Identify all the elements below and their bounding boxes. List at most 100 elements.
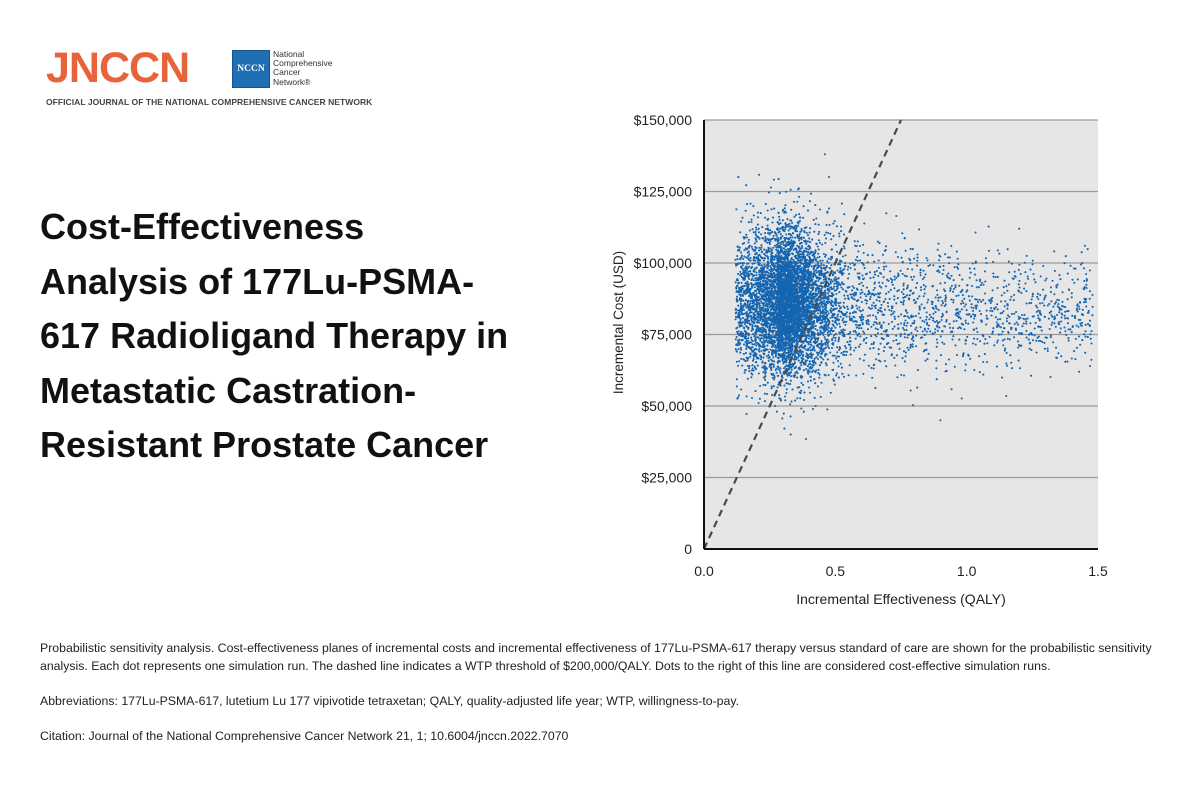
data-point: [1005, 351, 1008, 355]
data-point: [941, 272, 944, 275]
data-point: [956, 267, 960, 270]
network-name-line: Comprehensive: [273, 58, 333, 69]
data-point: [848, 340, 851, 343]
data-point: [747, 327, 750, 330]
data-point: [796, 376, 799, 379]
data-point: [989, 301, 992, 305]
data-point: [780, 353, 784, 356]
data-point: [821, 281, 824, 284]
data-point: [887, 341, 890, 345]
data-point: [879, 271, 882, 275]
data-point: [755, 274, 758, 277]
data-point: [940, 318, 943, 322]
data-point: [767, 257, 770, 260]
data-point: [1049, 375, 1052, 379]
data-point: [846, 341, 849, 344]
data-point: [806, 365, 809, 368]
data-point: [740, 330, 743, 333]
data-point: [986, 360, 989, 364]
data-point: [910, 338, 913, 341]
data-point: [827, 312, 830, 315]
data-point: [944, 294, 947, 297]
data-point: [756, 318, 759, 322]
data-point: [1063, 314, 1066, 317]
data-point: [840, 352, 843, 355]
data-point: [1023, 261, 1026, 264]
data-point: [904, 308, 907, 312]
data-point: [1007, 260, 1010, 263]
data-point: [735, 208, 738, 211]
data-point: [759, 280, 762, 283]
data-point: [849, 353, 852, 356]
data-point: [831, 354, 834, 357]
data-point: [789, 433, 792, 436]
data-point: [840, 230, 843, 233]
data-point: [735, 385, 738, 388]
data-point: [797, 224, 800, 228]
data-point: [876, 332, 879, 335]
data-point: [893, 310, 896, 313]
data-point: [832, 368, 835, 371]
data-point: [927, 264, 930, 268]
data-point: [926, 321, 929, 324]
data-point: [909, 343, 912, 346]
data-point: [740, 220, 743, 223]
data-point: [1049, 336, 1052, 339]
data-point: [824, 241, 827, 245]
data-point: [906, 321, 909, 324]
data-point: [783, 207, 786, 210]
data-point: [965, 309, 968, 312]
data-point: [882, 349, 885, 353]
data-point: [1066, 272, 1069, 275]
data-point: [814, 204, 817, 207]
data-point: [778, 192, 781, 195]
data-point: [803, 308, 806, 311]
data-point: [902, 301, 905, 304]
data-point: [911, 278, 914, 281]
data-point: [927, 352, 930, 355]
data-point: [1025, 320, 1028, 323]
data-point: [903, 360, 906, 363]
data-point: [969, 357, 972, 360]
data-point: [1018, 263, 1021, 266]
data-point: [1028, 302, 1031, 305]
data-point: [825, 327, 828, 330]
data-point: [742, 304, 745, 307]
data-point: [767, 341, 770, 344]
data-point: [935, 338, 938, 341]
data-point: [1050, 314, 1053, 317]
data-point: [916, 253, 919, 256]
data-point: [1044, 279, 1047, 282]
data-point: [756, 364, 759, 367]
data-point: [925, 256, 928, 260]
data-point: [749, 202, 752, 205]
data-point: [1083, 279, 1086, 283]
data-point: [995, 321, 998, 324]
data-point: [793, 267, 796, 270]
data-point: [875, 299, 878, 302]
data-point: [845, 315, 848, 318]
data-point: [799, 397, 802, 400]
data-point: [745, 292, 749, 295]
data-point: [746, 359, 749, 362]
data-point: [799, 375, 802, 378]
data-point: [853, 291, 856, 294]
data-point: [784, 378, 787, 381]
data-point: [738, 298, 741, 302]
data-point: [824, 362, 827, 365]
data-point: [935, 367, 938, 370]
data-point: [826, 342, 829, 346]
data-point: [861, 309, 865, 312]
data-point: [813, 333, 816, 336]
data-point: [1033, 278, 1036, 281]
data-point: [852, 315, 855, 318]
data-point: [1052, 341, 1055, 344]
data-point: [836, 355, 839, 358]
data-point: [830, 299, 833, 302]
data-point: [791, 271, 794, 274]
data-point: [824, 255, 827, 258]
data-point: [859, 343, 862, 346]
data-point: [837, 338, 840, 341]
data-point: [973, 273, 977, 276]
data-point: [812, 345, 815, 348]
